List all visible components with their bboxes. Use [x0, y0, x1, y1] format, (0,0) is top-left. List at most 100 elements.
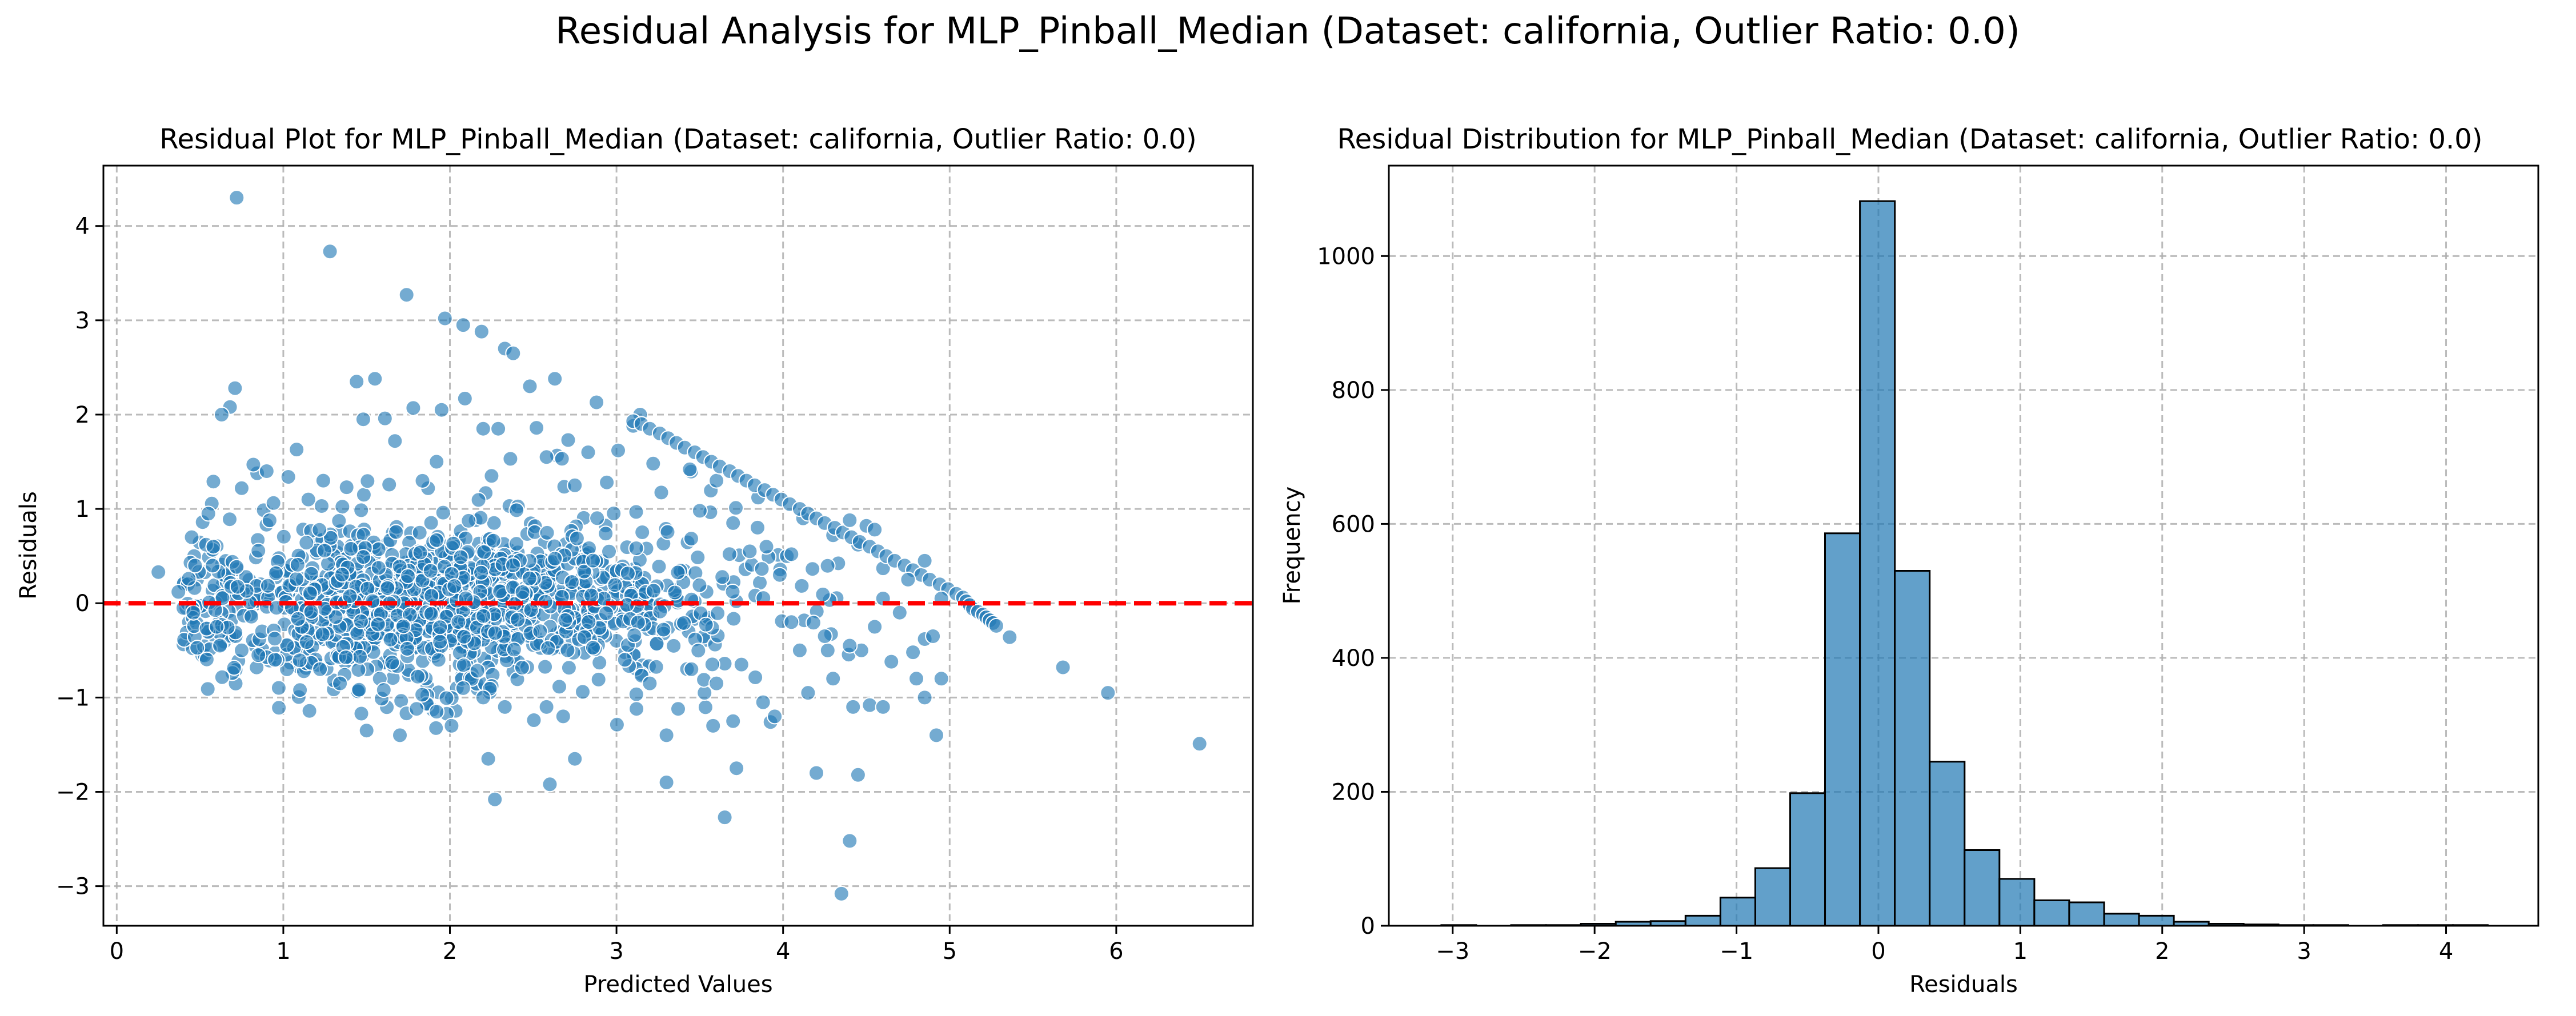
x-tick-label: 1: [2013, 938, 2028, 965]
y-tick-label: 2: [75, 402, 90, 428]
scatter-point: [200, 505, 217, 522]
scatter-point: [721, 546, 738, 563]
scatter-point: [891, 604, 908, 621]
scatter-point: [261, 512, 278, 529]
scatter-point: [334, 567, 350, 583]
scatter-point: [670, 564, 686, 581]
scatter-point: [469, 662, 486, 679]
scatter-point: [690, 642, 707, 659]
scatter-point: [783, 546, 800, 563]
scatter-point: [714, 569, 731, 585]
scatter-point: [626, 627, 643, 644]
scatter-point: [691, 577, 708, 593]
y-tick-label: 200: [1332, 779, 1375, 805]
scatter-point: [754, 561, 770, 577]
x-tick-label: 1: [276, 938, 290, 965]
scatter-point: [583, 587, 599, 604]
scatter-point: [342, 588, 358, 604]
scatter-point: [645, 455, 662, 472]
scatter-point: [916, 689, 933, 706]
scatter-point: [322, 243, 338, 260]
scatter-point: [432, 633, 448, 650]
scatter-point: [289, 571, 305, 587]
scatter-point: [606, 505, 622, 521]
scatter-point: [298, 535, 315, 551]
scatter-point: [302, 585, 318, 601]
scatter-point: [728, 760, 745, 777]
scatter-point: [925, 628, 942, 644]
scatter-point: [450, 614, 467, 630]
scatter-point: [475, 689, 491, 706]
scatter-point: [537, 658, 554, 675]
scatter-point: [351, 681, 367, 698]
scatter-point: [475, 608, 492, 624]
scatter-point: [289, 556, 306, 573]
scatter-point: [187, 557, 203, 574]
residual-plot-x-label: Predicted Values: [583, 971, 772, 998]
scatter-point: [410, 668, 426, 685]
scatter-point: [1001, 629, 1018, 645]
scatter-point: [414, 472, 431, 489]
y-tick-label: −2: [56, 780, 90, 806]
scatter-point: [298, 634, 315, 650]
scatter-point: [229, 190, 245, 206]
scatter-point: [733, 656, 750, 673]
histogram-bar: [1859, 200, 1896, 927]
scatter-point: [381, 476, 398, 493]
scatter-point: [601, 543, 617, 560]
scatter-point: [676, 615, 692, 631]
scatter-point: [988, 617, 1004, 634]
scatter-point: [514, 660, 530, 676]
scatter-point: [653, 484, 670, 501]
scatter-point: [804, 561, 821, 577]
scatter-point: [690, 549, 706, 565]
scatter-point: [815, 586, 831, 603]
scatter-point: [312, 661, 328, 677]
scatter-point: [651, 559, 667, 575]
scatter-point: [400, 568, 416, 584]
scatter-point: [642, 675, 658, 692]
scatter-point: [670, 701, 686, 717]
scatter-point: [933, 670, 950, 687]
scatter-point: [358, 722, 375, 739]
scatter-point: [433, 401, 450, 418]
scatter-point: [473, 564, 490, 581]
scatter-point: [170, 584, 187, 600]
scatter-point: [370, 541, 387, 557]
scatter-point: [646, 583, 662, 599]
scatter-point: [399, 641, 415, 657]
scatter-point: [691, 503, 708, 519]
scatter-point: [1191, 736, 1208, 752]
scatter-point: [352, 613, 369, 629]
residual-plot-title: Residual Plot for MLP_Pinball_Median (Da…: [159, 123, 1197, 155]
scatter-point: [576, 563, 592, 580]
residual-plot-grid: [103, 166, 1253, 926]
scatter-point: [585, 552, 601, 569]
scatter-point: [245, 456, 262, 473]
scatter-point: [502, 451, 519, 467]
scatter-point: [338, 479, 355, 496]
y-tick-label: 1000: [1317, 243, 1375, 270]
scatter-point: [355, 549, 372, 565]
residual-histogram-panel: Residual Distribution for MLP_Pinball_Me…: [1279, 123, 2539, 998]
scatter-point: [300, 491, 317, 508]
scatter-point: [199, 681, 216, 697]
scatter-point: [564, 574, 580, 591]
scatter-point: [222, 511, 238, 528]
scatter-point: [181, 571, 197, 587]
scatter-point: [290, 611, 306, 627]
scatter-point: [496, 698, 513, 715]
scatter-point: [423, 605, 439, 622]
scatter-point: [314, 626, 331, 642]
scatter-point: [485, 532, 502, 549]
scatter-point: [698, 616, 714, 633]
residual-histogram-x-ticks: −3 −2 −1 0 1 2 3 4: [1436, 926, 2453, 965]
scatter-point: [658, 774, 675, 790]
scatter-point: [648, 658, 664, 675]
scatter-point: [742, 543, 758, 560]
scatter-point: [275, 528, 292, 545]
x-tick-label: −1: [1720, 938, 1753, 965]
scatter-point: [480, 750, 496, 767]
scatter-point: [267, 652, 283, 668]
scatter-point: [388, 524, 404, 540]
